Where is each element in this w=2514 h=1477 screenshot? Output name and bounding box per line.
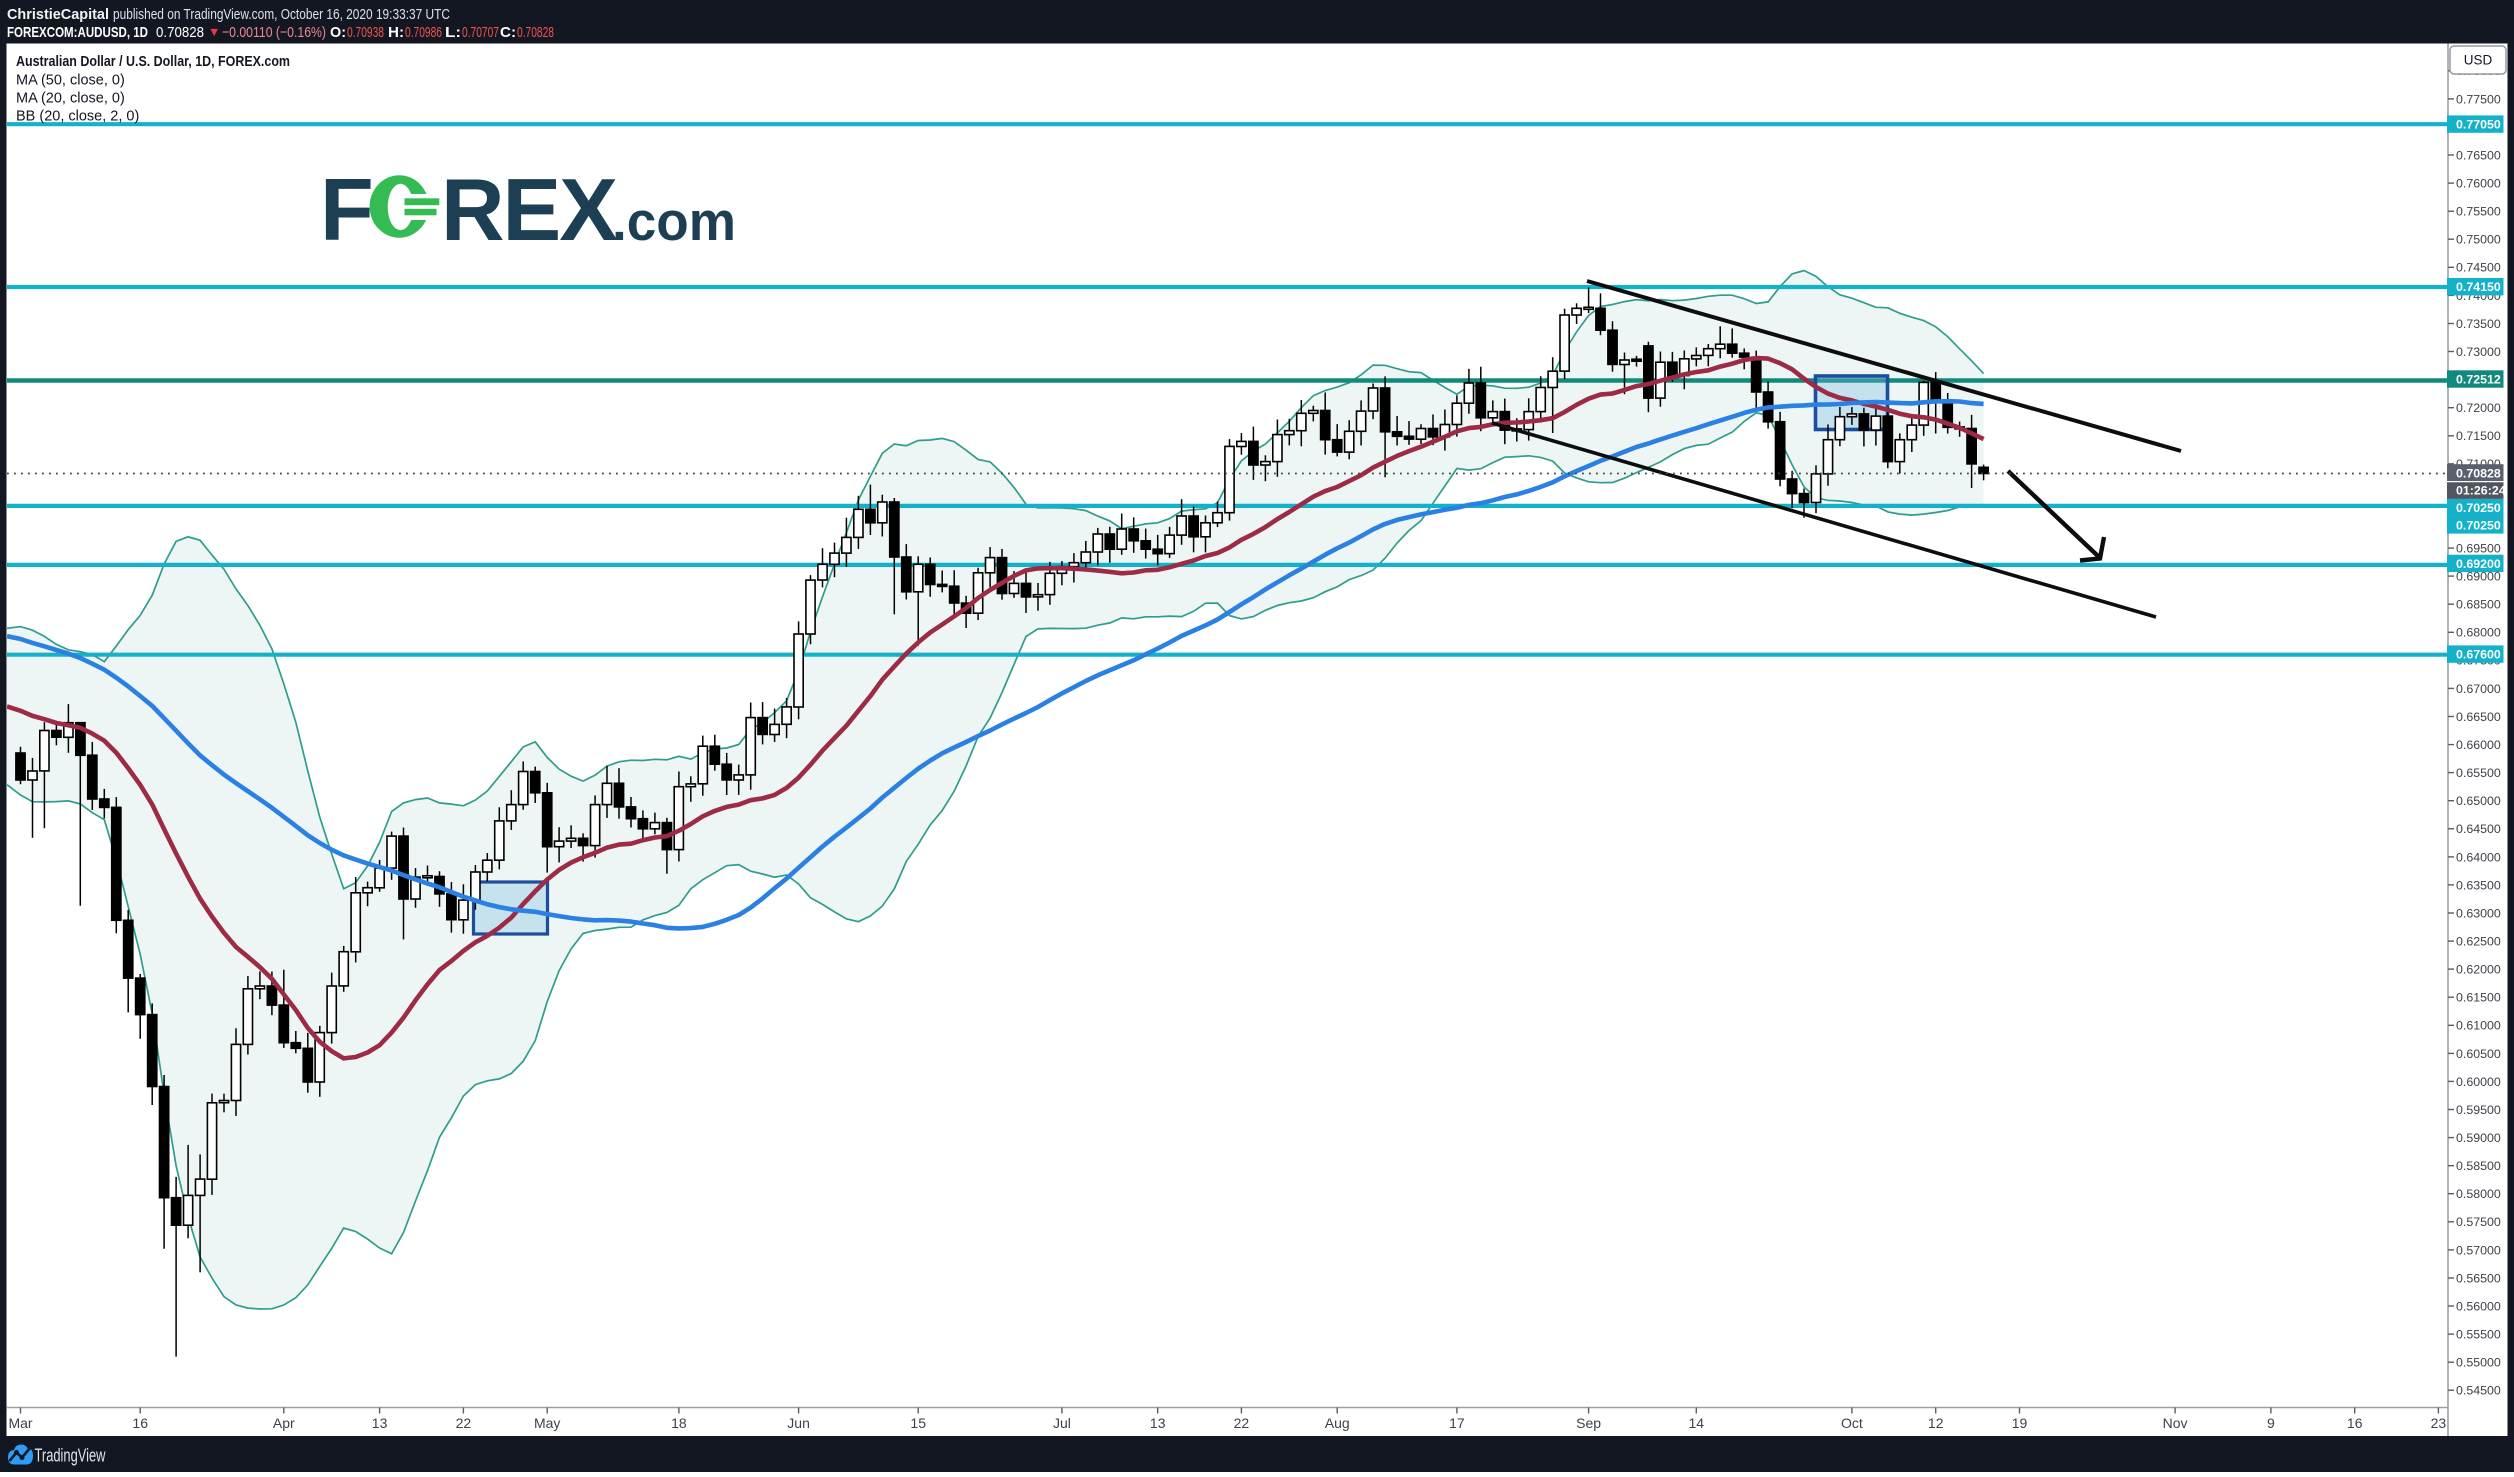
svg-text:0.63500: 0.63500 [2456,878,2501,892]
svg-text:13: 13 [1150,1415,1166,1431]
svg-text:0.76500: 0.76500 [2456,148,2501,162]
svg-text:ChristieCapital: ChristieCapital [7,7,109,23]
svg-text:0.69500: 0.69500 [2456,542,2501,556]
svg-text:Sep: Sep [1576,1415,1601,1431]
svg-text:0.75000: 0.75000 [2456,233,2501,247]
svg-text:0.75500: 0.75500 [2456,205,2501,219]
svg-text:0.62500: 0.62500 [2456,935,2501,949]
svg-text:TradingView: TradingView [35,1445,106,1466]
svg-text:▼: ▼ [208,25,220,39]
svg-text:0.56000: 0.56000 [2456,1299,2501,1313]
svg-text:16: 16 [132,1415,148,1431]
svg-text:REX: REX [441,160,617,259]
svg-text:0.66500: 0.66500 [2456,710,2501,724]
svg-text:0.58000: 0.58000 [2456,1187,2501,1201]
svg-text:0.65000: 0.65000 [2456,794,2501,808]
svg-text:22: 22 [456,1415,472,1431]
svg-text:0.70250: 0.70250 [2456,518,2501,532]
svg-text:0.72512: 0.72512 [2456,372,2501,386]
svg-text:0.70986: 0.70986 [405,24,442,41]
svg-text:0.73500: 0.73500 [2456,317,2501,331]
svg-text:0.70828: 0.70828 [2456,466,2501,480]
svg-text:C:: C: [500,24,516,41]
svg-text:0.70707: 0.70707 [462,24,499,41]
svg-text:0.65500: 0.65500 [2456,766,2501,780]
svg-text:0.70938: 0.70938 [347,24,384,41]
svg-text:14: 14 [1689,1415,1705,1431]
svg-text:Apr: Apr [273,1415,295,1431]
svg-text:0.62000: 0.62000 [2456,963,2501,977]
svg-text:0.54500: 0.54500 [2456,1384,2501,1398]
svg-text:Australian Dollar / U.S. Dolla: Australian Dollar / U.S. Dollar, 1D, FOR… [16,53,290,70]
svg-text:May: May [534,1415,560,1431]
svg-text:USD: USD [2464,53,2493,68]
svg-text:0.74500: 0.74500 [2456,261,2501,275]
svg-text:0.77050: 0.77050 [2456,118,2501,132]
svg-text:0.55000: 0.55000 [2456,1356,2501,1370]
svg-text:0.57500: 0.57500 [2456,1215,2501,1229]
svg-text:16: 16 [2347,1415,2363,1431]
svg-text:MA (50, close, 0): MA (50, close, 0) [16,73,125,89]
svg-text:Jul: Jul [1053,1415,1071,1431]
svg-text:9: 9 [2267,1415,2275,1431]
svg-text:0.69200: 0.69200 [2456,557,2501,571]
svg-text:0.58500: 0.58500 [2456,1159,2501,1173]
svg-text:0.60000: 0.60000 [2456,1075,2501,1089]
svg-text:0.70828: 0.70828 [517,24,554,41]
svg-text:L:: L: [445,24,461,41]
svg-text:H:: H: [388,24,404,41]
svg-text:0.59500: 0.59500 [2456,1103,2501,1117]
svg-text:0.61500: 0.61500 [2456,991,2501,1005]
svg-text:17: 17 [1449,1415,1465,1431]
svg-text:22: 22 [1234,1415,1250,1431]
svg-text:0.57000: 0.57000 [2456,1243,2501,1257]
svg-text:BB (20, close, 2, 0): BB (20, close, 2, 0) [16,109,139,125]
svg-text:O:: O: [330,24,346,41]
svg-text:0.64500: 0.64500 [2456,822,2501,836]
svg-text:Nov: Nov [2163,1415,2188,1431]
svg-text:0.67600: 0.67600 [2456,648,2501,662]
svg-text:0.72000: 0.72000 [2456,401,2501,415]
svg-text:0.68000: 0.68000 [2456,626,2501,640]
svg-text:0.60500: 0.60500 [2456,1047,2501,1061]
svg-text:0.77500: 0.77500 [2456,92,2501,106]
svg-text:0.70828: 0.70828 [156,24,204,41]
svg-text:0.61000: 0.61000 [2456,1019,2501,1033]
svg-text:0.67000: 0.67000 [2456,682,2501,696]
svg-text:0.56500: 0.56500 [2456,1271,2501,1285]
svg-text:Jun: Jun [787,1415,810,1431]
svg-text:23: 23 [2431,1415,2447,1431]
svg-text:0.66000: 0.66000 [2456,738,2501,752]
svg-text:MA (20, close, 0): MA (20, close, 0) [16,91,125,107]
svg-text:12: 12 [1928,1415,1944,1431]
svg-text:0.76000: 0.76000 [2456,177,2501,191]
svg-text:published on TradingView.com,: published on TradingView.com, October 16… [113,7,450,23]
svg-text:Aug: Aug [1325,1415,1350,1431]
svg-text:0.73000: 0.73000 [2456,345,2501,359]
svg-text:Oct: Oct [1841,1415,1863,1431]
svg-text:0.55500: 0.55500 [2456,1328,2501,1342]
svg-text:0.64000: 0.64000 [2456,850,2501,864]
svg-text:0.74150: 0.74150 [2456,280,2501,294]
svg-text:.com: .com [612,190,736,252]
svg-text:−0.00110 (−0.16%): −0.00110 (−0.16%) [222,24,326,41]
svg-text:Mar: Mar [8,1415,32,1431]
svg-text:0.70250: 0.70250 [2456,501,2501,515]
svg-text:0.68500: 0.68500 [2456,598,2501,612]
svg-text:F: F [320,160,374,259]
svg-text:FOREXCOM:AUDUSD, 1D: FOREXCOM:AUDUSD, 1D [7,24,148,41]
svg-text:0.71500: 0.71500 [2456,429,2501,443]
svg-text:13: 13 [372,1415,388,1431]
svg-text:0.59000: 0.59000 [2456,1131,2501,1145]
svg-text:01:26:24: 01:26:24 [2456,484,2506,498]
svg-text:18: 18 [671,1415,687,1431]
svg-text:0.63000: 0.63000 [2456,906,2501,920]
svg-text:15: 15 [910,1415,926,1431]
svg-text:19: 19 [2012,1415,2028,1431]
